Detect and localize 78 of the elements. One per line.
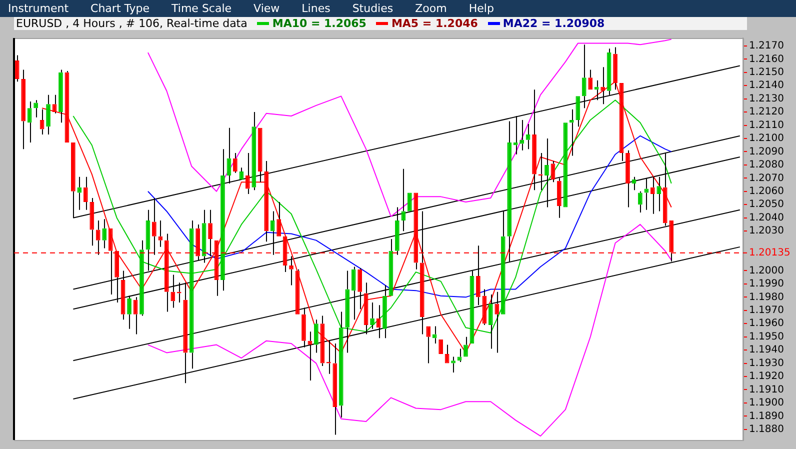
candlestick (351, 266, 356, 320)
candlestick (46, 94, 50, 136)
y-tick-label: 1.2130 (749, 93, 784, 104)
candlestick (245, 152, 250, 195)
y-tick-label: 1.2110 (749, 120, 784, 131)
candlestick (656, 176, 662, 212)
candlestick (401, 168, 406, 232)
candlestick (638, 190, 642, 214)
candlestick (158, 220, 163, 248)
y-tick-label: 1.2040 (749, 212, 784, 224)
text: Zoom (415, 2, 447, 15)
candlestick (289, 256, 294, 286)
y-tick-label: 1.2070 (749, 172, 784, 184)
text: Instrument (8, 2, 69, 15)
candlestick (27, 100, 32, 143)
legend-label: MA5 = 1.2046 (391, 17, 478, 30)
candlestick (58, 69, 63, 124)
y-tick-label: 1.1980 (749, 292, 784, 303)
y-tick-label: 1.2170 (749, 40, 784, 52)
y-tick-label: 1.1910 (749, 384, 784, 396)
y-tick-label: 1.1890 (749, 410, 784, 422)
candlestick (77, 176, 82, 210)
candlestick (432, 326, 437, 344)
candlestick (526, 123, 530, 150)
y-tick-label: 1.2100 (749, 133, 784, 144)
candlestick (21, 69, 26, 150)
candlestick (464, 336, 468, 357)
candlestick (588, 69, 593, 90)
candlestick (270, 210, 275, 256)
candlestick (370, 302, 374, 330)
legend-label: MA10 = 1.2065 (272, 17, 366, 30)
text: Time Scale (172, 2, 232, 15)
y-tick-label: 1.2160 (749, 54, 784, 65)
y-tick-label: 1.2000 (749, 265, 784, 276)
candlestick (83, 176, 88, 210)
y-tick-label: 1.1940 (749, 344, 784, 356)
text: Help (468, 2, 494, 15)
candlestick (252, 112, 256, 191)
text: Studies (352, 2, 394, 15)
y-tick-label: 1.1900 (749, 398, 784, 409)
candlestick (520, 119, 524, 151)
y-tick-label: 1.1950 (749, 331, 784, 342)
y-tick-label: 1.2080 (749, 160, 784, 171)
y-tick-label: 1.1960 (749, 318, 784, 330)
candlestick (576, 96, 580, 128)
y-tick-label: 1.1880 (749, 424, 784, 436)
text: View (254, 2, 280, 15)
candlestick (451, 356, 456, 374)
chart-title: EURUSD , 4 Hours , # 106, Real-time data (16, 17, 248, 30)
y-tick-label: 1.1930 (749, 358, 784, 369)
candlestick (314, 319, 318, 354)
y-tick-label: 1.2090 (749, 146, 784, 158)
candlestick (494, 291, 500, 354)
candlestick (102, 218, 107, 249)
candlestick (395, 206, 400, 256)
candlestick (302, 307, 306, 348)
text: Lines (302, 2, 330, 15)
y-tick-label: 1.2140 (749, 80, 784, 92)
candlestick (34, 100, 38, 118)
ref-line-label: 1.20135 (749, 247, 790, 258)
y-tick-label: 1.2150 (749, 66, 784, 78)
candlestick (358, 268, 362, 310)
candlestick (426, 326, 431, 364)
y-tick-label: 1.2120 (749, 106, 784, 118)
candlestick (650, 176, 655, 214)
y-tick-label: 1.1920 (749, 371, 784, 382)
candlestick (239, 167, 244, 180)
y-tick-label: 1.2030 (749, 226, 784, 237)
y-tick-label: 1.1990 (749, 278, 784, 290)
candlestick (482, 288, 487, 326)
y-tick-label: 1.1970 (749, 305, 784, 316)
legend-label: MA22 = 1.20908 (502, 17, 605, 30)
candlestick (557, 178, 562, 218)
y-tick-label: 1.2050 (749, 199, 784, 210)
text: Chart Type (90, 2, 150, 15)
candlestick (276, 201, 281, 236)
candlestick (233, 152, 238, 174)
y-tick-label: 1.2060 (749, 186, 784, 197)
